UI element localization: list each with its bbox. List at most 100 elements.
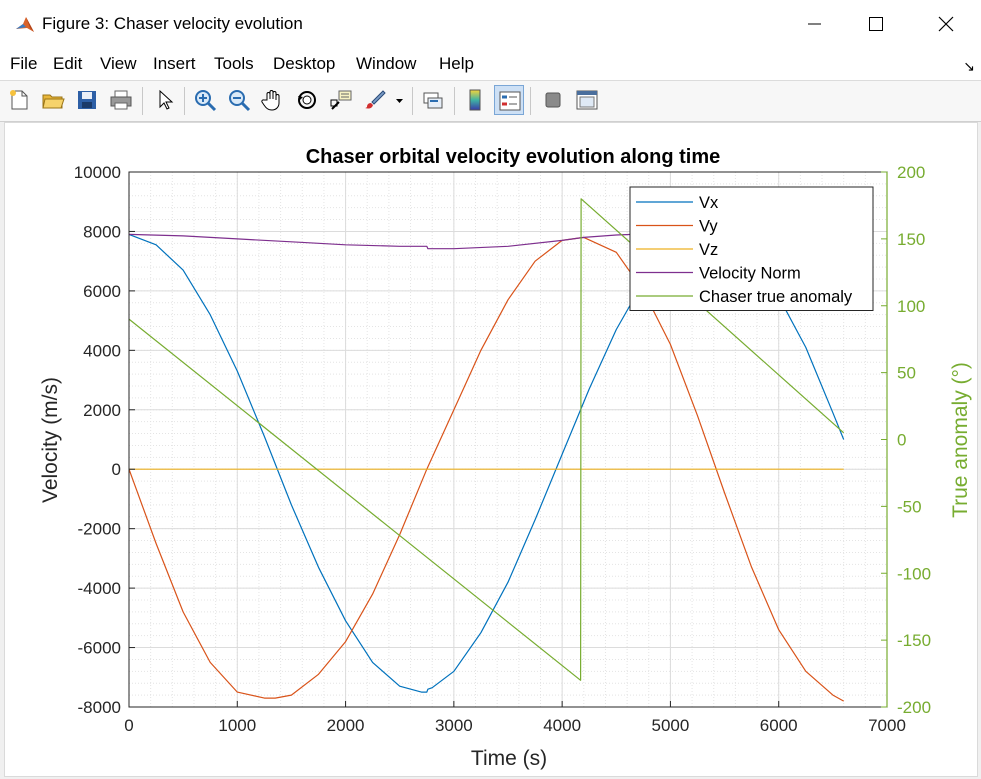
title-bar: Figure 3: Chaser velocity evolution bbox=[0, 0, 981, 48]
y-tick-label: 6000 bbox=[83, 282, 121, 301]
menu-edit[interactable]: Edit bbox=[53, 54, 83, 73]
colorbar-button[interactable] bbox=[460, 85, 490, 115]
x-tick-label: 5000 bbox=[652, 716, 690, 735]
menu-help[interactable]: Help bbox=[439, 54, 474, 73]
figure-canvas: 0 1000 2000 3000 4000 5000 6000 7000 -8000 -6000-… bbox=[4, 122, 978, 777]
legend-label: Velocity Norm bbox=[699, 265, 801, 283]
y2-tick-label: -150 bbox=[897, 631, 931, 650]
legend-label: Vx bbox=[699, 194, 719, 212]
select-pointer-icon bbox=[159, 89, 174, 110]
menu-window[interactable]: Window bbox=[356, 54, 417, 73]
x-tick-label: 1000 bbox=[218, 716, 256, 735]
y-tick-label: 4000 bbox=[83, 341, 121, 360]
hide-plot-tools-icon bbox=[545, 92, 561, 108]
menu-insert[interactable]: Insert bbox=[153, 54, 196, 73]
chart: 0 1000 2000 3000 4000 5000 6000 7000-8000-6000-… bbox=[39, 146, 972, 770]
zoom-out-icon bbox=[229, 90, 251, 112]
y2-axis-label: True anomaly (°) bbox=[949, 362, 972, 518]
maximize-icon bbox=[869, 17, 883, 31]
axis-layer: 0 1000 2000 3000 4000 5000 6000 7000-8000-6000-… bbox=[74, 163, 931, 735]
open-file-button[interactable] bbox=[38, 85, 68, 115]
toolbar-separator bbox=[412, 87, 413, 115]
legend-icon bbox=[499, 91, 521, 111]
y2-tick-label: -100 bbox=[897, 564, 931, 583]
menu-file[interactable]: File bbox=[10, 54, 38, 73]
zoom-in-icon bbox=[195, 90, 217, 112]
y2-tick-label: 0 bbox=[897, 431, 906, 450]
brush-icon bbox=[365, 90, 386, 109]
colorbar-icon bbox=[469, 89, 481, 111]
window-title: Figure 3: Chaser velocity evolution bbox=[42, 14, 303, 33]
matlab-icon bbox=[16, 17, 34, 32]
y2-tick-label: 100 bbox=[897, 297, 925, 316]
figure-toolbar bbox=[0, 80, 981, 122]
legend-label: Vz bbox=[699, 241, 718, 259]
zoom-out-button[interactable] bbox=[224, 85, 254, 115]
toolbar-separator bbox=[530, 87, 531, 115]
close-button[interactable] bbox=[923, 0, 969, 48]
y-tick-label: -8000 bbox=[78, 698, 121, 717]
y-tick-label: -6000 bbox=[78, 639, 121, 658]
series-line-velocity-norm bbox=[128, 232, 725, 250]
toolbar-separator bbox=[454, 87, 455, 115]
x-tick-label: 4000 bbox=[543, 716, 581, 735]
y-tick-label: 0 bbox=[112, 460, 121, 479]
y-tick-label: 10000 bbox=[74, 163, 121, 182]
x-axis-label: Time (s) bbox=[471, 747, 547, 770]
menu-desktop[interactable]: Desktop bbox=[273, 54, 336, 73]
y-tick-label: 2000 bbox=[83, 401, 121, 420]
show-plot-tools-button[interactable] bbox=[572, 85, 602, 115]
x-tick-label: 6000 bbox=[760, 716, 798, 735]
x-tick-label: 2000 bbox=[327, 716, 365, 735]
legend-label: Chaser true anomaly bbox=[699, 288, 853, 306]
pan-hand-icon bbox=[261, 90, 280, 111]
y2-tick-label: -50 bbox=[897, 497, 922, 516]
y2-tick-label: 200 bbox=[897, 163, 925, 182]
open-file-icon bbox=[42, 94, 65, 109]
legend-button[interactable] bbox=[494, 85, 524, 115]
legend[interactable]: Vx Vy Vz Velocity Norm Chaser true anomaly bbox=[629, 186, 874, 311]
link-plot-icon bbox=[423, 92, 443, 109]
pan-button[interactable] bbox=[258, 85, 288, 115]
rotate-3d-icon bbox=[298, 91, 316, 109]
hide-plot-tools-button[interactable] bbox=[538, 85, 568, 115]
y-tick-label: -2000 bbox=[78, 520, 121, 539]
select-pointer-button[interactable] bbox=[150, 85, 180, 115]
rotate-3d-button[interactable] bbox=[292, 85, 322, 115]
close-icon bbox=[938, 16, 954, 32]
y2-tick-label: 50 bbox=[897, 364, 916, 383]
data-cursor-button[interactable] bbox=[326, 85, 356, 115]
legend-label: Vy bbox=[699, 218, 718, 236]
y2-tick-label: 150 bbox=[897, 230, 925, 249]
new-figure-icon bbox=[10, 90, 28, 110]
minimize-icon bbox=[808, 23, 821, 25]
y-axis-label: Velocity (m/s) bbox=[39, 377, 62, 503]
x-tick-label: 3000 bbox=[435, 716, 473, 735]
save-icon bbox=[78, 91, 96, 109]
y-tick-label: -4000 bbox=[78, 579, 121, 598]
data-cursor-icon bbox=[330, 90, 352, 110]
menu-view[interactable]: View bbox=[100, 54, 137, 73]
chevron-down-icon bbox=[396, 99, 403, 103]
show-plot-tools-icon bbox=[576, 90, 598, 110]
toolbar-separator bbox=[184, 87, 185, 115]
brush-dropdown-button[interactable] bbox=[392, 85, 406, 115]
toolbar-separator bbox=[142, 87, 143, 115]
print-icon bbox=[110, 90, 132, 110]
series-layer bbox=[128, 198, 845, 702]
print-button[interactable] bbox=[106, 85, 136, 115]
save-button[interactable] bbox=[72, 85, 102, 115]
menu-tools[interactable]: Tools bbox=[214, 54, 254, 73]
minimize-button[interactable] bbox=[791, 0, 837, 48]
menu-bar: File Edit View Insert Tools Desktop Wind… bbox=[0, 48, 981, 80]
maximize-button[interactable] bbox=[853, 0, 899, 48]
y-tick-label: 8000 bbox=[83, 222, 121, 241]
link-plot-button[interactable] bbox=[418, 85, 448, 115]
new-figure-button[interactable] bbox=[4, 85, 34, 115]
series-line-chaser-true-anomaly bbox=[128, 198, 845, 681]
zoom-in-button[interactable] bbox=[190, 85, 220, 115]
dock-arrow-icon[interactable]: ↘ bbox=[963, 58, 975, 74]
brush-button[interactable] bbox=[360, 85, 390, 115]
x-tick-label: 0 bbox=[124, 716, 133, 735]
chart-title: Chaser orbital velocity evolution along … bbox=[306, 146, 721, 168]
